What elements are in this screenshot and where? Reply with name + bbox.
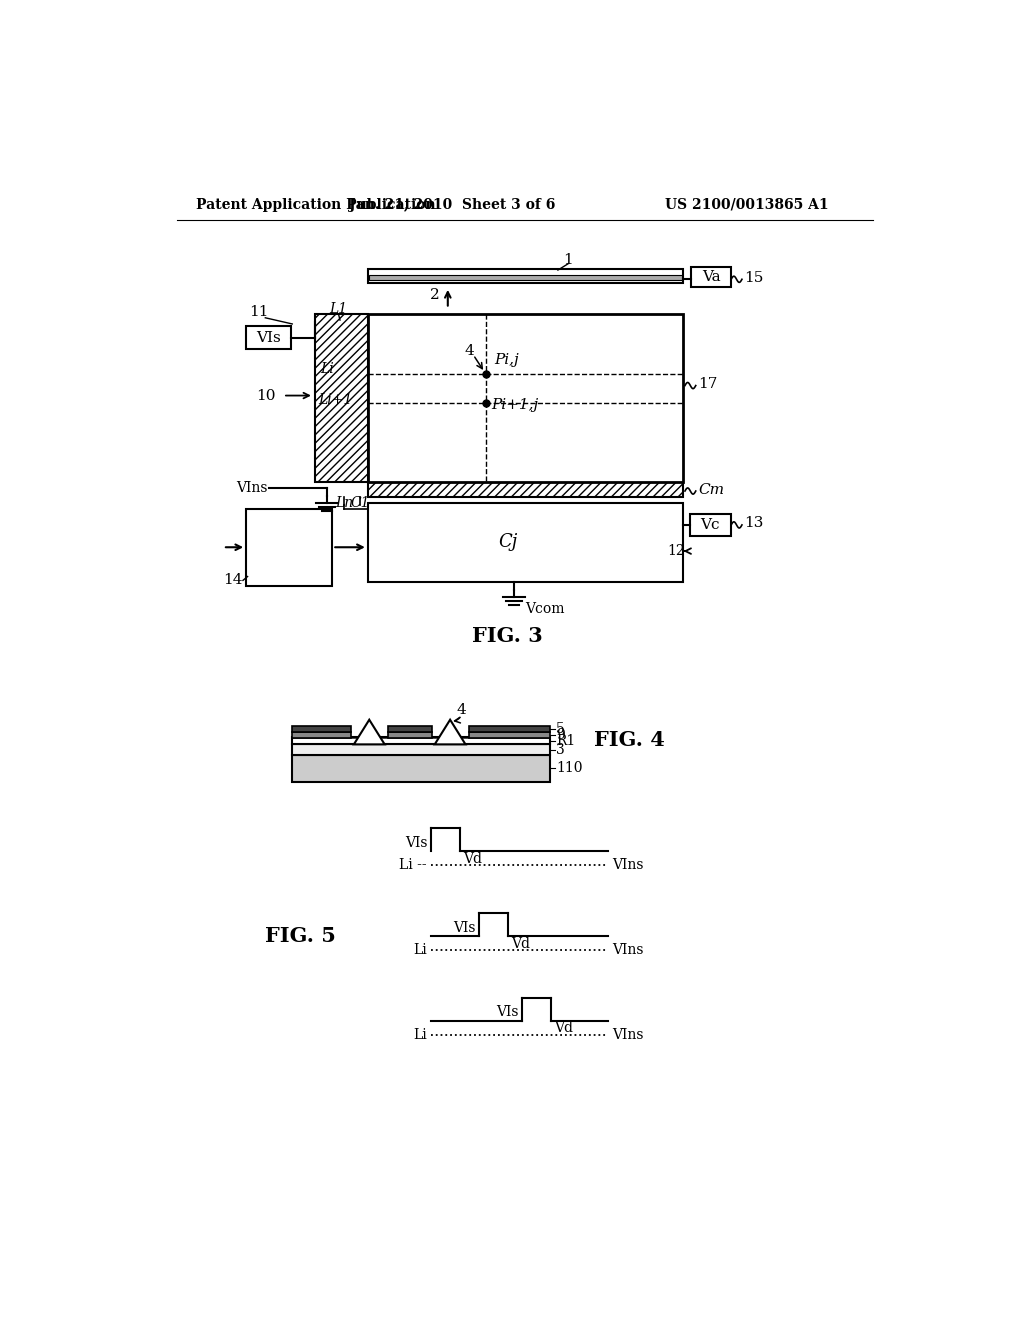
Bar	[368, 503, 683, 582]
Text: Vcom: Vcom	[524, 602, 564, 616]
Bar	[691, 267, 731, 286]
Bar	[292, 737, 550, 744]
Text: FIG. 3: FIG. 3	[472, 626, 544, 645]
Text: 15: 15	[744, 271, 764, 285]
Text: Li --: Li --	[399, 858, 427, 873]
Text: Pi,j: Pi,j	[494, 354, 519, 367]
Polygon shape	[354, 719, 385, 744]
Text: Vd: Vd	[511, 937, 530, 950]
Bar	[368, 314, 683, 482]
Text: VIs: VIs	[256, 331, 281, 345]
Bar	[388, 726, 432, 733]
Text: 13: 13	[744, 516, 764, 531]
Bar	[246, 326, 291, 350]
Text: 12: 12	[668, 544, 685, 558]
Bar	[368, 269, 683, 284]
Bar	[246, 508, 333, 586]
Text: 11: 11	[249, 305, 268, 319]
Text: Li: Li	[414, 1028, 427, 1041]
Text: Li: Li	[414, 942, 427, 957]
Bar	[292, 744, 550, 755]
Bar	[689, 515, 731, 536]
Bar	[315, 314, 368, 482]
Text: Vd: Vd	[463, 853, 482, 866]
Bar	[370, 275, 682, 280]
Bar	[368, 482, 683, 498]
Text: US 2100/0013865 A1: US 2100/0013865 A1	[665, 198, 828, 211]
Text: VIns: VIns	[237, 480, 267, 495]
Text: VIns: VIns	[611, 942, 643, 957]
Text: Jan. 21, 2010  Sheet 3 of 6: Jan. 21, 2010 Sheet 3 of 6	[349, 198, 556, 211]
Text: VIns: VIns	[611, 1028, 643, 1041]
Text: Li: Li	[319, 363, 334, 376]
Text: 4: 4	[465, 345, 474, 358]
Text: C1: C1	[350, 496, 370, 511]
Text: Va: Va	[701, 271, 721, 284]
Bar	[292, 733, 351, 738]
Text: 3: 3	[556, 743, 565, 756]
Text: 17: 17	[698, 378, 718, 391]
Text: 4: 4	[457, 704, 467, 718]
Text: VIs: VIs	[497, 1006, 518, 1019]
Text: 9: 9	[556, 729, 565, 742]
Bar	[469, 726, 550, 733]
Text: VIs: VIs	[406, 836, 428, 850]
Text: Li+1: Li+1	[318, 393, 352, 407]
Text: FIG. 4: FIG. 4	[594, 730, 665, 750]
Text: Pi+1,j: Pi+1,j	[490, 397, 539, 412]
Text: 14: 14	[222, 573, 243, 587]
Polygon shape	[435, 719, 466, 744]
Text: FIG. 5: FIG. 5	[264, 927, 336, 946]
Bar	[315, 314, 368, 482]
Text: Cm: Cm	[698, 483, 724, 496]
Text: Vc: Vc	[700, 517, 720, 532]
Text: L1: L1	[330, 302, 347, 317]
Text: VIns: VIns	[611, 858, 643, 873]
Text: 2: 2	[430, 288, 439, 302]
Text: 10: 10	[256, 388, 275, 403]
Text: 5: 5	[556, 722, 565, 737]
Bar	[292, 755, 550, 781]
Text: Ln: Ln	[335, 496, 353, 511]
Text: 1: 1	[563, 253, 572, 267]
Bar	[292, 726, 351, 733]
Text: 110: 110	[556, 762, 583, 775]
Text: R1: R1	[556, 734, 575, 747]
Text: Patent Application Publication: Patent Application Publication	[196, 198, 435, 211]
Bar	[388, 733, 432, 738]
Text: VIs: VIs	[453, 920, 475, 935]
Bar	[469, 733, 550, 738]
Text: Cj: Cj	[498, 533, 517, 550]
Text: Vd: Vd	[554, 1022, 573, 1035]
